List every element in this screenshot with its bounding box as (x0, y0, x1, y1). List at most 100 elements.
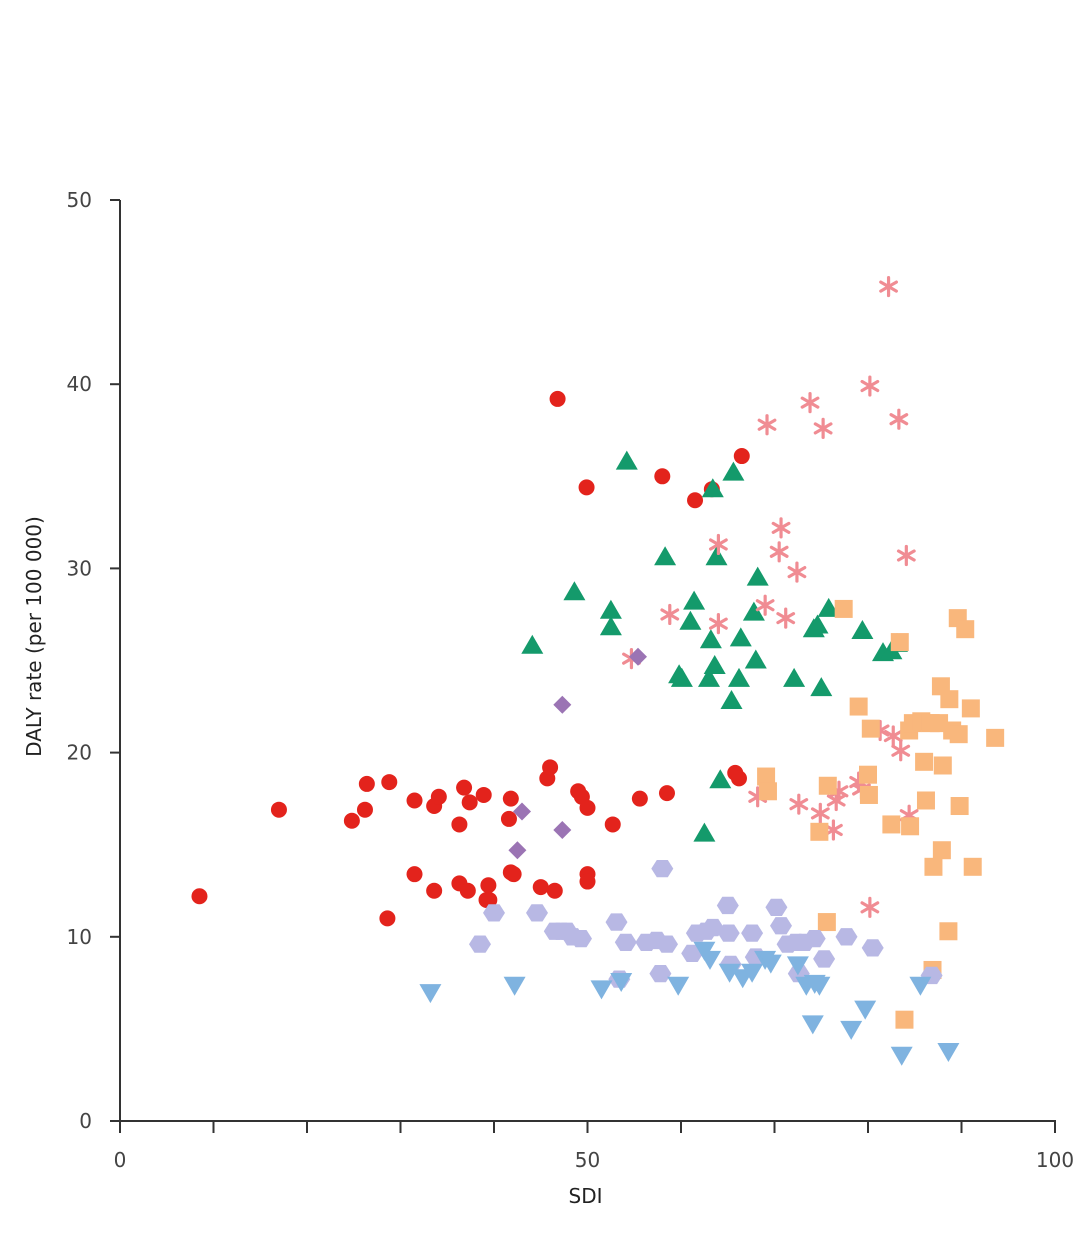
data-point-asterisk (891, 740, 911, 762)
data-point-square (956, 620, 975, 639)
data-point-asterisk (813, 417, 833, 440)
data-point-triangle-up (701, 478, 724, 498)
data-point-circle (343, 812, 360, 829)
data-point-asterisk (860, 896, 880, 918)
data-point-triangle-up (728, 667, 750, 687)
x-tick-label: 100 (1036, 1148, 1074, 1172)
data-point-square (757, 767, 776, 786)
data-point-triangle-down (503, 976, 526, 996)
y-tick-label: 30 (67, 556, 92, 580)
data-point-circle (358, 775, 375, 792)
data-point-square (849, 697, 868, 716)
data-point-triangle-up (709, 769, 732, 789)
data-point-circle (406, 792, 423, 809)
data-point-asterisk (889, 408, 909, 430)
data-point-circle (381, 774, 398, 791)
data-point-triangle-up (670, 667, 693, 687)
data-point-hexagon (716, 896, 739, 915)
data-point-square (834, 599, 853, 618)
data-point-triangle-up (599, 599, 622, 619)
data-point-circle (480, 877, 497, 894)
data-point-triangle-up (806, 614, 829, 634)
data-point-circle (461, 794, 478, 811)
data-point-asterisk (771, 517, 791, 539)
data-point-circle (549, 390, 566, 407)
data-point-square (810, 822, 829, 841)
data-point-triangle-up (817, 597, 840, 617)
data-point-square (932, 841, 951, 860)
data-point-triangle-up (599, 616, 622, 636)
y-tick-label: 20 (67, 741, 92, 765)
data-point-circle (379, 910, 396, 927)
data-point-circle (270, 801, 287, 818)
data-point-circle (579, 799, 596, 816)
data-point-asterisk (810, 802, 830, 824)
x-axis-title: SDI (569, 1184, 603, 1208)
data-point-hexagon (770, 917, 792, 935)
data-point-square (901, 817, 920, 836)
data-point-hexagon (813, 950, 836, 968)
data-point-square (882, 815, 901, 834)
data-point-diamond (629, 647, 647, 666)
data-point-triangle-up (703, 655, 726, 674)
data-point-square (939, 922, 958, 941)
data-point-diamond (513, 802, 531, 821)
data-point-triangle-up (742, 601, 765, 621)
data-point-triangle-up (746, 566, 769, 586)
data-point-triangle-down (610, 973, 633, 992)
data-point-triangle-up (521, 634, 544, 654)
data-point-square (818, 776, 837, 795)
data-point-triangle-down (840, 1020, 863, 1040)
data-point-circle (604, 816, 621, 833)
data-point-triangle-up (851, 620, 874, 639)
data-point-circle (532, 879, 549, 896)
data-point-square (817, 913, 836, 932)
data-point-circle (654, 468, 671, 485)
data-point-diamond (553, 821, 572, 839)
data-point-circle (356, 801, 373, 818)
data-point-hexagon (469, 935, 491, 953)
data-point-circle (578, 479, 595, 496)
data-point-diamond (553, 695, 572, 714)
data-point-circle (500, 810, 517, 827)
data-point-hexagon (526, 904, 548, 922)
x-axis-ticks: 0 50 100 (114, 1121, 1074, 1172)
data-point-square (895, 1010, 914, 1029)
data-point-circle (687, 492, 704, 509)
data-point-square (915, 752, 934, 771)
data-point-hexagon (649, 965, 672, 983)
data-point-asterisk (769, 541, 789, 563)
data-point-triangle-up (615, 450, 638, 470)
data-point-hexagon (605, 913, 628, 931)
data-point-square (949, 725, 968, 744)
data-point-circle (475, 786, 492, 803)
data-point-circle (658, 785, 675, 802)
data-point-hexagon (741, 924, 764, 942)
data-point-circle (542, 759, 559, 776)
data-point-triangle-up (698, 667, 720, 687)
data-point-asterisk (709, 533, 728, 556)
data-point-asterisk (709, 613, 728, 635)
data-point-asterisk (860, 375, 880, 397)
data-point-square (861, 719, 880, 738)
data-point-triangle-down (667, 976, 690, 996)
data-point-triangle-down (937, 1043, 960, 1062)
data-point-hexagon (701, 918, 724, 937)
y-tick-label: 10 (67, 925, 92, 949)
data-point-circle (191, 888, 208, 905)
x-tick-label: 50 (575, 1148, 600, 1172)
data-point-square (859, 785, 878, 804)
y-tick-label: 50 (67, 188, 92, 212)
data-point-triangle-down (759, 954, 782, 974)
data-point-square (940, 690, 959, 709)
data-point-hexagon (835, 928, 858, 946)
data-point-square (963, 857, 982, 876)
data-point-hexagon (861, 939, 884, 957)
y-axis-title: DALY rate (per 100 000) (22, 516, 46, 757)
data-point-triangle-down (801, 1015, 824, 1035)
data-point-triangle-up (693, 822, 716, 842)
data-point-triangle-down (699, 950, 721, 970)
y-tick-label: 0 (79, 1109, 92, 1133)
data-point-hexagon (651, 860, 674, 878)
